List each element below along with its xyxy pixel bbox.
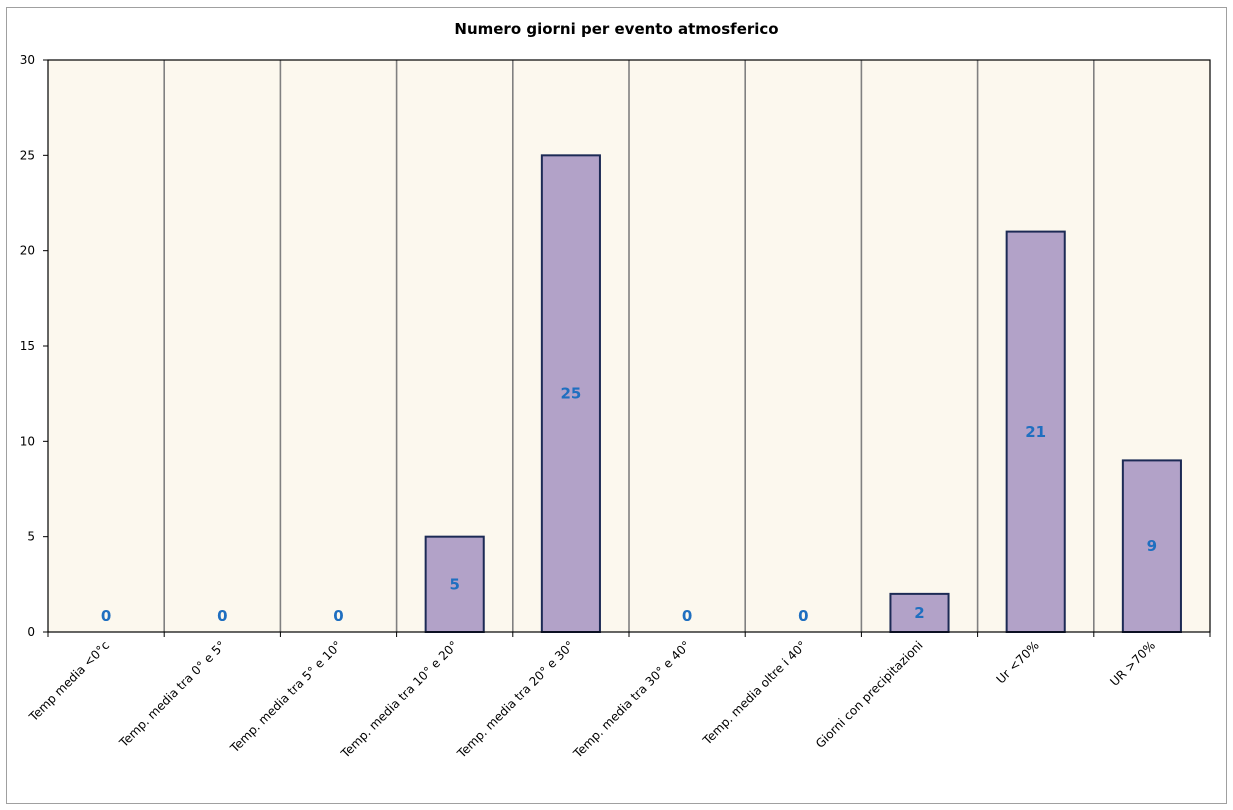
x-category-label: Temp media <0°c [26,638,112,724]
y-tick-label: 25 [20,148,35,162]
data-label: 5 [449,575,459,593]
data-label: 9 [1147,537,1157,555]
y-tick-label: 5 [27,530,35,544]
x-category-label: Temp. media tra 10° e 20° [338,638,461,761]
bar [540,154,601,633]
data-label: 0 [682,607,692,625]
y-tick-label: 20 [20,244,35,258]
data-label: 0 [798,607,808,625]
data-label: 2 [914,604,924,622]
data-label: 0 [333,607,343,625]
data-label: 0 [101,607,111,625]
x-category-label: Temp. media oltre i 40° [699,638,809,748]
x-category-label: Giorni con precipitazioni [813,638,926,751]
x-category-label: Temp. media tra 0° e 5° [116,638,228,750]
bar [889,592,950,633]
y-tick-label: 0 [27,625,35,639]
data-label: 0 [217,607,227,625]
y-tick-label: 15 [20,339,35,353]
bar [1121,459,1182,633]
x-category-label: UR >70% [1107,638,1158,689]
chart-title: Numero giorni per evento atmosferico [454,20,779,38]
bar [424,535,485,634]
x-category-label: Temp. media tra 20° e 30° [454,638,577,761]
x-category-label: Temp. media tra 5° e 10° [227,638,345,756]
x-category-label: Ur <70% [994,638,1042,686]
x-category-label: Temp. media tra 30° e 40° [570,638,693,761]
y-tick-label: 10 [20,434,35,448]
data-label: 21 [1025,423,1046,441]
bar [1005,230,1066,633]
y-tick-label: 30 [20,53,35,67]
data-label: 25 [560,385,581,403]
